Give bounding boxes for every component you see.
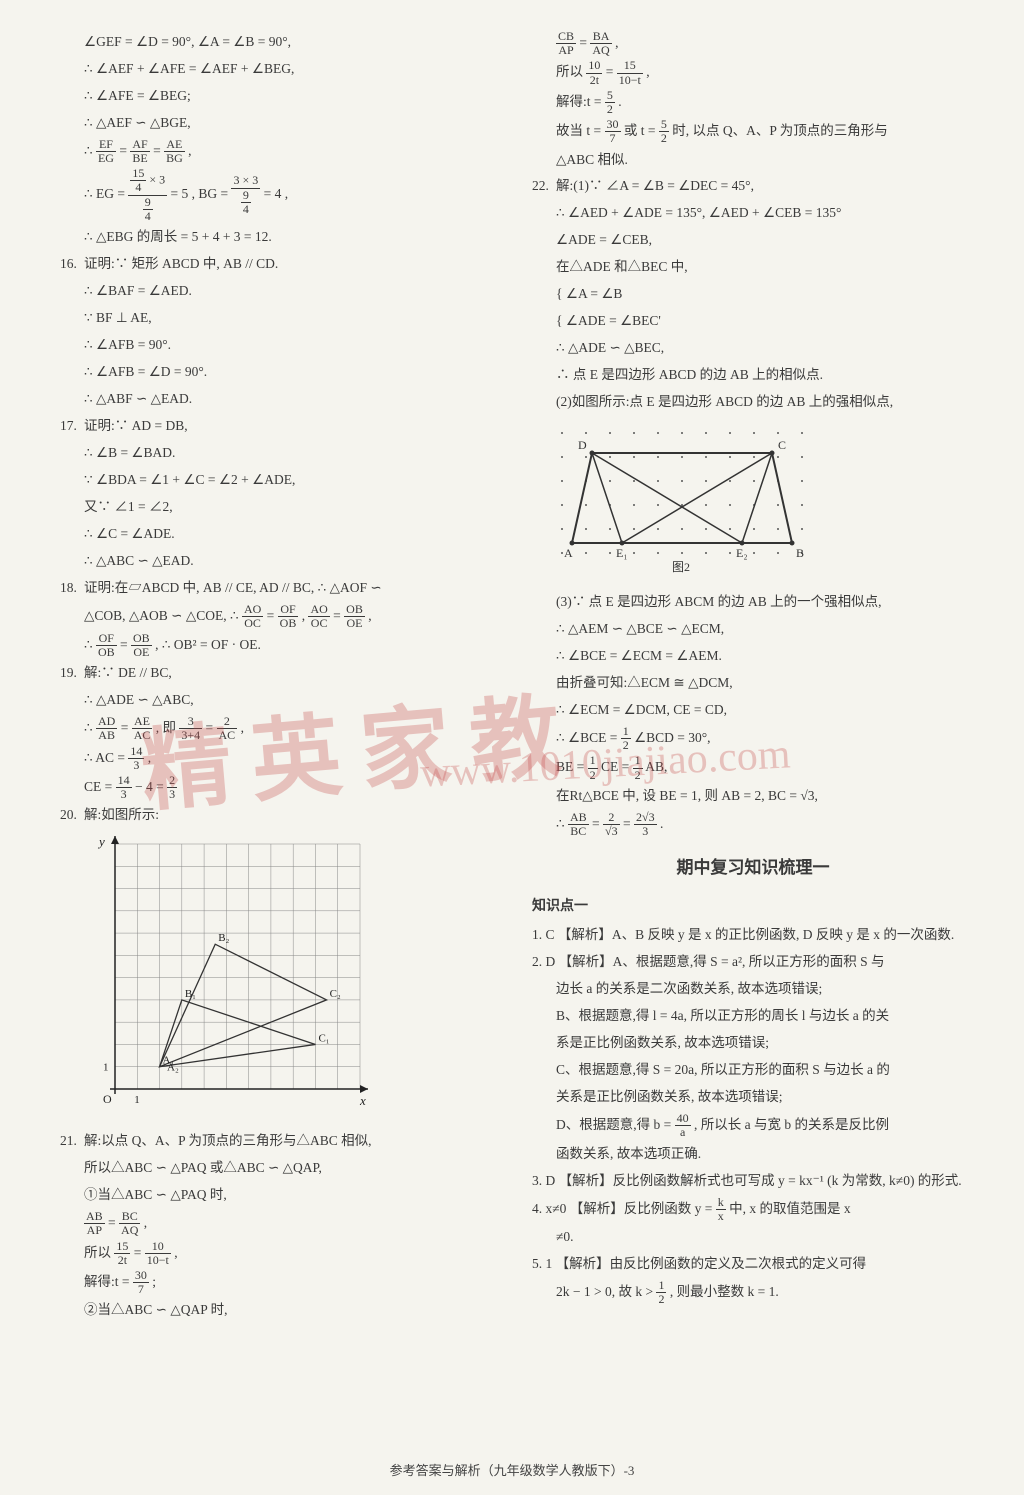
q22-line-1: ∴ ∠AED + ∠ADE = 135°, ∠AED + ∠CEB = 135°: [532, 201, 974, 226]
q16-line-2: ∵ BF ⊥ AE,: [60, 306, 502, 331]
page-body: ∠GEF = ∠D = 90°, ∠A = ∠B = 90°, ∴ ∠AEF +…: [0, 0, 1024, 1335]
k1-q4: 4. x≠0 【解析】反比例函数 y = kx 中, x 的取值范围是 x: [532, 1196, 974, 1223]
q22-diagram-svg: A E₁ E₂ B C D 图2: [552, 423, 812, 573]
q21-line-6: ②当△ABC ∽ △QAP 时,: [60, 1298, 502, 1323]
q16-line-3: ∴ ∠AFB = 90°.: [60, 333, 502, 358]
q21-line-2: ①当△ABC ∽ △PAQ 时,: [60, 1183, 502, 1208]
q22p3-line-1: ∴ △AEM ∽ △BCE ∽ △ECM,: [532, 617, 974, 642]
q17-line-1: ∴ ∠B = ∠BAD.: [60, 441, 502, 466]
k1-q2-4: C、根据题意,得 S = 20a, 所以正方形的面积 S 与边长 a 的: [532, 1058, 974, 1083]
k1-q2-6: D、根据题意,得 b = 40a , 所以长 a 与宽 b 的关系是反比例: [532, 1112, 974, 1139]
sub-title: 知识点一: [532, 894, 974, 920]
q22p3-line-3: 由折叠可知:△ECM ≅ △DCM,: [532, 671, 974, 696]
q22-line-0: 22.解:(1)∵ ∠A = ∠B = ∠DEC = 45°,: [532, 174, 974, 199]
q17-line-3: 又∵ ∠1 = ∠2,: [60, 495, 502, 520]
page-footer: 参考答案与解析（九年级数学人教版下）-3: [0, 1460, 1024, 1479]
q22p3-line-8: ∴ ABBC = 2√3 = 2√33 .: [532, 811, 974, 838]
q21c-line-3: 故当 t = 307 或 t = 52 时, 以点 Q、A、P 为顶点的三角形与: [532, 118, 974, 145]
q21c-line-4: △ABC 相似.: [532, 148, 974, 173]
q16-line-5: ∴ △ABF ∽ △EAD.: [60, 387, 502, 412]
svg-text:B: B: [796, 546, 804, 560]
q19-line-1: ∴ △ADE ∽ △ABC,: [60, 688, 502, 713]
q22p3-line-7: 在Rt△BCE 中, 设 BE = 1, 则 AB = 2, BC = √3,: [532, 784, 974, 809]
q15-line-4: ∴ EFEG = AFBE = AEBG ,: [60, 138, 502, 165]
q20-graph: O11xyA₁B₁C₁A₂B₂C₂: [90, 834, 502, 1123]
svg-text:E₂: E₂: [736, 546, 748, 560]
k1-q5: 5. 1 【解析】由反比例函数的定义及二次根式的定义可得: [532, 1252, 974, 1277]
q15-line-6: ∴ △EBG 的周长 = 5 + 4 + 3 = 12.: [60, 225, 502, 250]
svg-text:C: C: [778, 438, 786, 452]
q20-line-0: 20.解:如图所示:: [60, 803, 502, 828]
q21c-line-2: 解得:t = 52 .: [532, 89, 974, 116]
svg-text:E₁: E₁: [616, 546, 628, 560]
q21-line-1: 所以△ABC ∽ △PAQ 或△ABC ∽ △QAP,: [60, 1156, 502, 1181]
right-column: CBAP = BAAQ , 所以 102t = 1510−t , 解得:t = …: [532, 30, 974, 1325]
svg-text:O: O: [103, 1092, 112, 1106]
left-column: ∠GEF = ∠D = 90°, ∠A = ∠B = 90°, ∴ ∠AEF +…: [60, 30, 502, 1325]
svg-text:B₂: B₂: [218, 933, 229, 945]
k1-q2-7: 函数关系, 故本选项正确.: [532, 1142, 974, 1167]
svg-text:C₁: C₁: [318, 1033, 329, 1045]
svg-text:1: 1: [134, 1094, 140, 1106]
q18-line-2: ∴ OFOB = OBOE , ∴ OB² = OF · OE.: [60, 632, 502, 659]
q22-part2: (2)如图所示:点 E 是四边形 ABCD 的边 AB 上的强相似点,: [532, 390, 974, 415]
q18-line-1: △COB, △AOB ∽ △COE, ∴ AOOC = OFOB , AOOC …: [60, 603, 502, 630]
q21-line-3: ABAP = BCAQ ,: [60, 1210, 502, 1237]
q22p3-line-0: (3)∵ 点 E 是四边形 ABCM 的边 AB 上的一个强相似点,: [532, 590, 974, 615]
q15-line-3: ∴ △AEF ∽ △BGE,: [60, 111, 502, 136]
k1-q2-1: 边长 a 的关系是二次函数关系, 故本选项错误;: [532, 977, 974, 1002]
svg-text:y: y: [97, 834, 105, 849]
svg-text:x: x: [359, 1093, 366, 1108]
q22-line-2: ∠ADE = ∠CEB,: [532, 228, 974, 253]
q21-line-4: 所以 152t = 1010−t ,: [60, 1240, 502, 1267]
q17-line-0: 17.证明:∵ AD = DB,: [60, 414, 502, 439]
q22-line-3: 在△ADE 和△BEC 中,: [532, 255, 974, 280]
q21-line-5: 解得:t = 307 ;: [60, 1269, 502, 1296]
k1-q4b: ≠0.: [532, 1225, 974, 1250]
k1-q2-5: 关系是正比例函数关系, 故本选项错误;: [532, 1085, 974, 1110]
q19-line-3: ∴ AC = 143 ,: [60, 745, 502, 772]
q18-line-0: 18.证明:在▱ABCD 中, AB // CE, AD // BC, ∴ △A…: [60, 576, 502, 601]
q17-line-5: ∴ △ABC ∽ △EAD.: [60, 549, 502, 574]
section-title: 期中复习知识梳理一: [532, 852, 974, 883]
q19-line-2: ∴ ADAB = AEAC , 即 33+4 = 2AC ,: [60, 715, 502, 742]
k1-q3: 3. D 【解析】反比例函数解析式也可写成 y = kx⁻¹ (k 为常数, k…: [532, 1169, 974, 1194]
q22-line-4: { ∠A = ∠B: [532, 282, 974, 307]
svg-text:C₂: C₂: [330, 988, 341, 1000]
q22p3-line-5: ∴ ∠BCE = 12 ∠BCD = 30°,: [532, 725, 974, 752]
q21c-line-0: CBAP = BAAQ ,: [532, 30, 974, 57]
q16-line-1: ∴ ∠BAF = ∠AED.: [60, 279, 502, 304]
q20-grid-svg: O11xyA₁B₁C₁A₂B₂C₂: [90, 834, 370, 1114]
q15-line-5: ∴ EG = 154 × 394 = 5 , BG = 3 × 394 = 4 …: [60, 167, 502, 223]
svg-text:B₁: B₁: [185, 988, 196, 1000]
q22-line-6: ∴ △ADE ∽ △BEC,: [532, 336, 974, 361]
q15-line-2: ∴ ∠AFE = ∠BEG;: [60, 84, 502, 109]
k1-q2-2: B、根据题意,得 l = 4a, 所以正方形的周长 l 与边长 a 的关: [532, 1004, 974, 1029]
svg-text:D: D: [578, 438, 587, 452]
q21-line-0: 21.解:以点 Q、A、P 为顶点的三角形与△ABC 相似,: [60, 1129, 502, 1154]
q15-line-0: ∠GEF = ∠D = 90°, ∠A = ∠B = 90°,: [60, 30, 502, 55]
q22-line-5: { ∠ADE = ∠BEC': [532, 309, 974, 334]
svg-text:A₂: A₂: [167, 1062, 179, 1074]
svg-text:1: 1: [103, 1062, 109, 1074]
q21c-line-1: 所以 102t = 1510−t ,: [532, 59, 974, 86]
q22p3-line-4: ∴ ∠ECM = ∠DCM, CE = CD,: [532, 698, 974, 723]
k1-q1: 1. C 【解析】A、B 反映 y 是 x 的正比例函数, D 反映 y 是 x…: [532, 923, 974, 948]
q22p3-line-2: ∴ ∠BCE = ∠ECM = ∠AEM.: [532, 644, 974, 669]
k1-q2-0: 2. D 【解析】A、根据题意,得 S = a², 所以正方形的面积 S 与: [532, 950, 974, 975]
q19-line-0: 19.解:∵ DE // BC,: [60, 661, 502, 686]
q19-line-4: CE = 143 − 4 = 23: [60, 774, 502, 801]
q16-line-0: 16.证明:∵ 矩形 ABCD 中, AB // CD.: [60, 252, 502, 277]
k1-q2-3: 系是正比例函数关系, 故本选项错误;: [532, 1031, 974, 1056]
q16-line-4: ∴ ∠AFB = ∠D = 90°.: [60, 360, 502, 385]
svg-text:图2: 图2: [672, 560, 690, 573]
q22-diagram: A E₁ E₂ B C D 图2: [552, 423, 974, 582]
q17-line-2: ∵ ∠BDA = ∠1 + ∠C = ∠2 + ∠ADE,: [60, 468, 502, 493]
k1-q5b: 2k − 1 > 0, 故 k > 12 , 则最小整数 k = 1.: [532, 1279, 974, 1306]
q17-line-4: ∴ ∠C = ∠ADE.: [60, 522, 502, 547]
q15-line-1: ∴ ∠AEF + ∠AFE = ∠AEF + ∠BEG,: [60, 57, 502, 82]
q22-line-7: ∴ 点 E 是四边形 ABCD 的边 AB 上的相似点.: [532, 363, 974, 388]
svg-text:A: A: [564, 546, 573, 560]
q22p3-line-6: BE = 12 CE = 12 AB,: [532, 754, 974, 781]
